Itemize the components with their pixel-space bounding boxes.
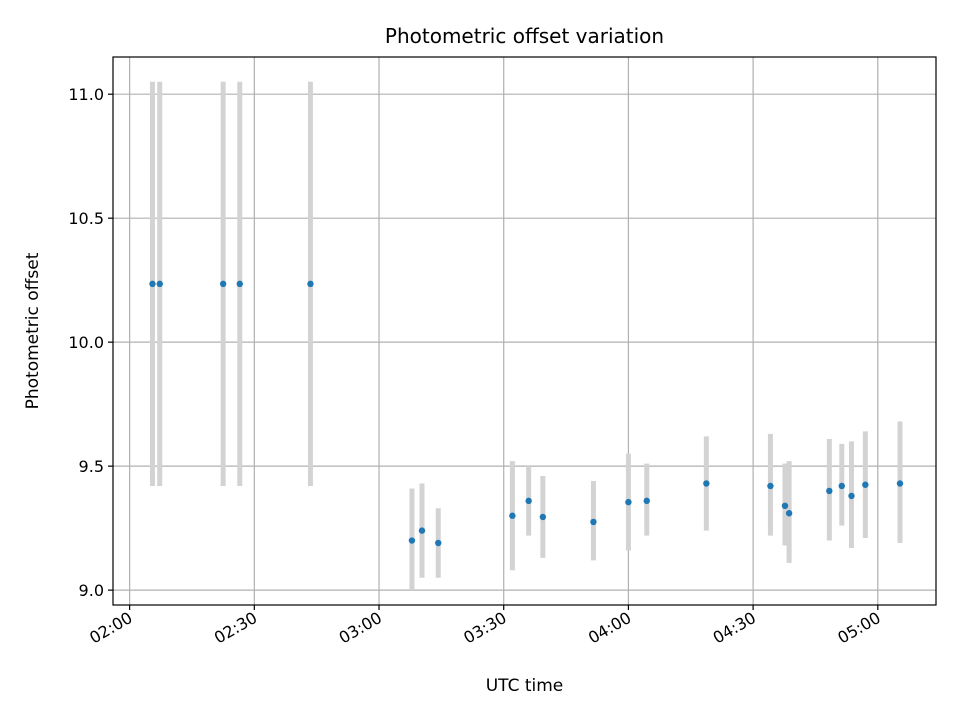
data-point	[435, 539, 442, 547]
plot-area-frame	[112, 56, 937, 606]
data-point	[149, 280, 156, 288]
data-point	[781, 502, 789, 510]
data-point	[408, 537, 416, 544]
data-point	[703, 480, 710, 487]
data-point	[848, 492, 855, 500]
y-axis: 9.0 9.5 10.0 10.5 11.0	[68, 85, 113, 600]
y-tick-label: 9.0	[79, 581, 104, 600]
data-point	[767, 482, 774, 490]
y-tick-label: 10.5	[68, 209, 104, 228]
data-point	[156, 280, 163, 288]
x-axis-title: UTC time	[486, 676, 564, 696]
data-point	[509, 512, 516, 519]
y-axis-title: Photometric offset	[23, 252, 43, 409]
data-point	[785, 510, 793, 517]
y-tick-label: 10.0	[68, 333, 104, 352]
data-point	[418, 527, 426, 534]
data-point	[236, 280, 243, 288]
data-point	[838, 482, 845, 490]
data-point	[625, 498, 632, 506]
data-point	[896, 480, 904, 487]
data-point	[643, 497, 650, 505]
data-point	[862, 481, 869, 488]
data-point	[590, 518, 597, 526]
data-point	[539, 513, 547, 521]
y-tick-label: 11.0	[68, 85, 104, 104]
y-tick-label: 9.5	[79, 457, 104, 476]
chart-title: Photometric offset variation	[385, 24, 664, 48]
data-point	[826, 487, 833, 495]
data-point	[525, 497, 532, 505]
data-point	[219, 280, 227, 288]
data-points	[149, 280, 904, 547]
data-point	[307, 280, 314, 288]
